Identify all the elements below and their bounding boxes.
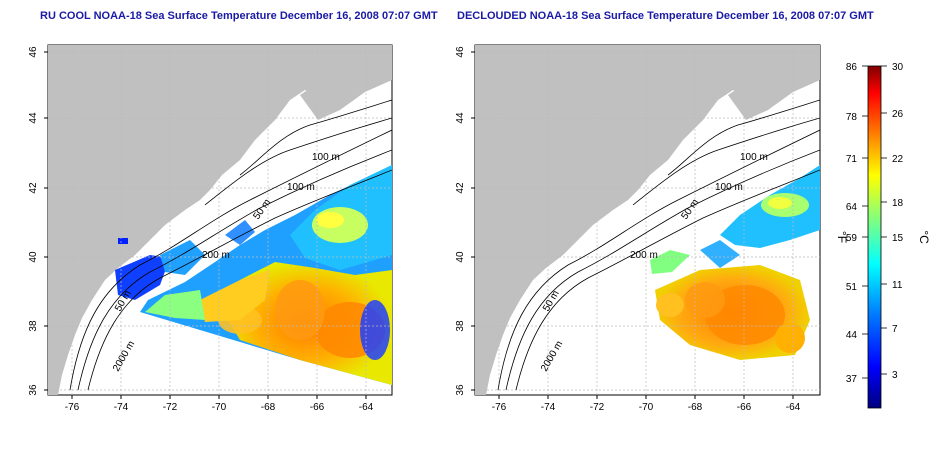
colorbar-f-tick: 44	[846, 330, 858, 341]
colorbar-fahrenheit-label: °F	[835, 231, 849, 243]
colorbar-gradient	[867, 65, 882, 409]
right-ytick: 46	[455, 46, 466, 58]
colorbar-f-tick: 78	[846, 112, 858, 123]
colorbar-c-tick: 22	[892, 154, 904, 165]
colorbar-f-tick: 86	[846, 62, 858, 73]
colorbar-c-tick: 26	[892, 109, 904, 120]
colorbar-f-tick: 37	[846, 374, 858, 385]
colorbar-c-tick: 3	[892, 370, 898, 381]
left-contour-label-1: 100 m	[312, 152, 340, 163]
left-xtick: -74	[114, 402, 129, 413]
right-contour-label-2: 100 m	[715, 182, 743, 193]
right-map: 100 m 100 m 50 m 200 m 50 m 2000 m -76 -…	[455, 44, 821, 413]
left-sst-data	[115, 165, 392, 385]
left-ytick: 40	[28, 251, 39, 263]
right-panel-title: DECLOUDED NOAA-18 Sea Surface Temperatur…	[457, 10, 874, 22]
colorbar-f-tick: 51	[846, 282, 858, 293]
left-xtick: -64	[359, 402, 374, 413]
left-land	[48, 45, 392, 395]
right-nova-scotia	[728, 60, 820, 120]
colorbar-f-tick: 59	[846, 233, 858, 244]
colorbar-celsius-label: °C	[917, 230, 931, 244]
colorbar: 86 78 71 64 59 51 44 37 30 26 22 18 15 1…	[835, 62, 931, 409]
right-ytick: 38	[455, 320, 466, 332]
right-ytick: 36	[455, 384, 466, 396]
right-contour-label-1: 100 m	[740, 152, 768, 163]
left-panel-title: RU COOL NOAA-18 Sea Surface Temperature …	[40, 10, 438, 22]
right-ytick: 44	[455, 112, 466, 124]
left-nova-scotia	[300, 60, 392, 120]
colorbar-f-tick: 64	[846, 202, 858, 213]
right-xtick: -76	[492, 402, 507, 413]
right-xtick: -74	[541, 402, 556, 413]
right-land	[475, 45, 820, 395]
right-xtick: -72	[590, 402, 605, 413]
left-map: 100 m 100 m 50 m 200 m 50 m 2000 m -76 -…	[28, 44, 393, 413]
left-xtick: -72	[163, 402, 178, 413]
colorbar-f-tick: 71	[846, 154, 858, 165]
colorbar-c-tick: 7	[892, 324, 898, 335]
left-xtick: -70	[212, 402, 227, 413]
right-xtick: -70	[639, 402, 654, 413]
colorbar-c-tick: 30	[892, 62, 904, 73]
left-xtick: -76	[65, 402, 80, 413]
right-xtick: -64	[786, 402, 801, 413]
left-ytick: 46	[28, 46, 39, 58]
right-xtick: -66	[737, 402, 752, 413]
right-xtick: -68	[688, 402, 703, 413]
colorbar-c-tick: 18	[892, 198, 904, 209]
right-ytick: 42	[455, 182, 466, 194]
left-contour-label-4: 200 m	[202, 250, 230, 261]
left-xtick: -68	[261, 402, 276, 413]
left-xtick: -66	[310, 402, 325, 413]
left-ytick: 38	[28, 320, 39, 332]
left-contour-label-2: 100 m	[287, 182, 315, 193]
colorbar-c-tick: 15	[892, 233, 904, 244]
right-contour-label-4: 200 m	[630, 250, 658, 261]
right-ytick: 40	[455, 251, 466, 263]
colorbar-c-tick: 11	[892, 280, 903, 291]
left-ytick: 36	[28, 384, 39, 396]
left-ytick: 42	[28, 182, 39, 194]
left-ytick: 44	[28, 112, 39, 124]
